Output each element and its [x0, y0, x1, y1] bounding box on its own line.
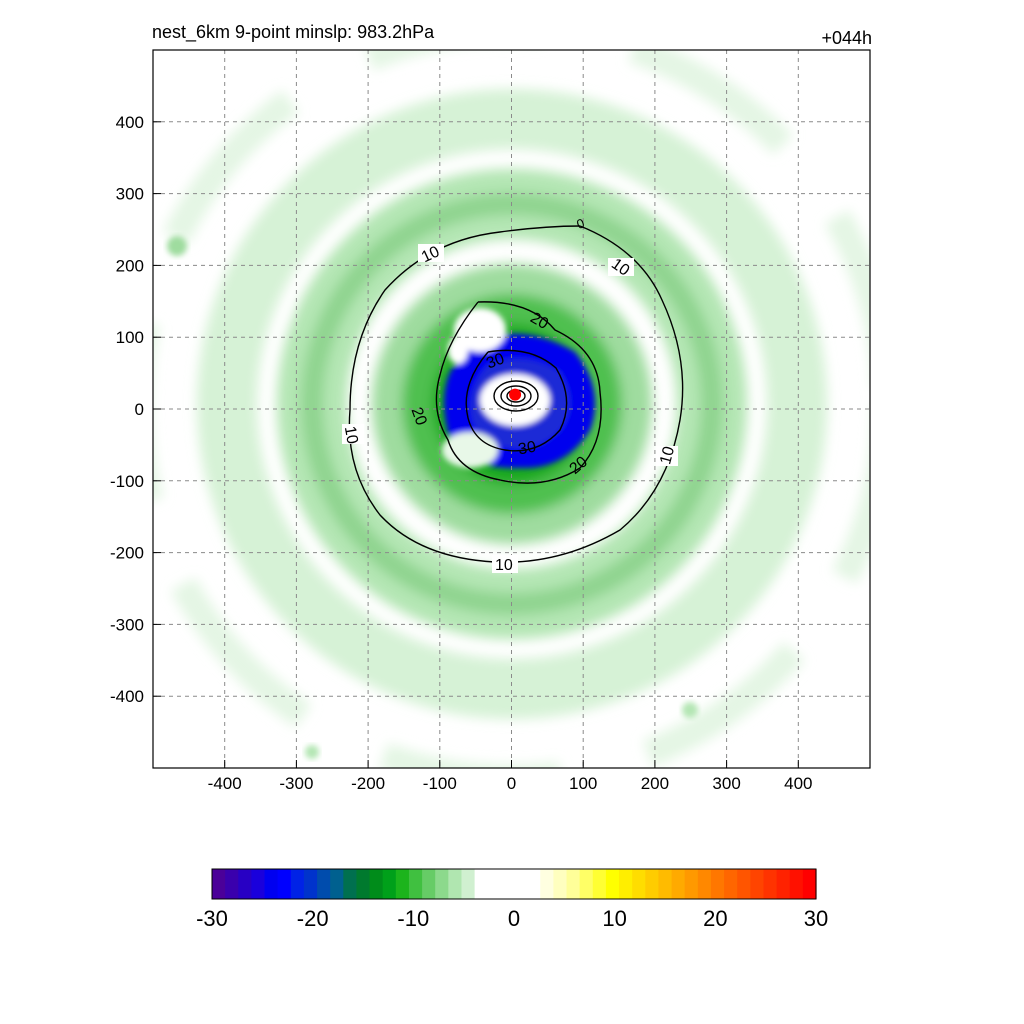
contour-line-inner-2: [500, 385, 532, 407]
colorbar-box: [225, 869, 239, 899]
x-tick-label: 200: [641, 774, 669, 793]
colorbar-box: [487, 869, 502, 899]
colorbar-boxes: [212, 869, 817, 899]
colorbar: -30 -20 -10 0 10 20 30: [196, 868, 828, 931]
colorbar-tick-label: 10: [602, 906, 626, 931]
x-tick-label: -100: [423, 774, 457, 793]
colorbar-box: [737, 869, 751, 899]
x-tick-label: 100: [569, 774, 597, 793]
colorbar-box: [290, 869, 305, 899]
colorbar-box: [789, 869, 804, 899]
colorbar-box: [408, 869, 423, 899]
colorbar-box: [369, 869, 384, 899]
colorbar-box: [802, 869, 817, 899]
contour-line-inner-1: [493, 380, 539, 412]
contour-label-10-e: 10: [495, 557, 513, 574]
x-axis: -400 -300 -200 -100 0 100 200 300 400: [208, 760, 812, 793]
colorbar-box: [303, 869, 318, 899]
colorbar-box: [710, 869, 725, 899]
y-tick-label: -200: [110, 544, 144, 563]
colorbar-box: [212, 869, 226, 899]
y-tick-label: -400: [110, 687, 144, 706]
colorbar-box: [750, 869, 765, 899]
contour-line-20: [435, 301, 602, 484]
y-tick-label: -100: [110, 472, 144, 491]
contour-label-10-c: 10: [341, 425, 361, 446]
colorbar-box: [527, 869, 541, 899]
colorbar-box: [671, 869, 686, 899]
colorbar-border: [211, 868, 817, 900]
colorbar-box: [684, 869, 699, 899]
contour-line-10: [348, 225, 684, 563]
x-tick-label: -200: [351, 774, 385, 793]
colorbar-labels: -30 -20 -10 0 10 20 30: [196, 906, 828, 931]
colorbar-tick-label: 20: [703, 906, 727, 931]
colorbar-box: [697, 869, 712, 899]
colorbar-box: [277, 869, 292, 899]
contour-label-30-a: 30: [484, 350, 507, 372]
colorbar-box: [763, 869, 778, 899]
colorbar-box: [395, 869, 410, 899]
x-tick-label: 300: [712, 774, 740, 793]
plot-area: 10 10 10 10 10 20 20 20 30 30 0 -400 -300…: [110, 49, 871, 793]
colorbar-box: [461, 869, 476, 899]
x-tick-label: 0: [507, 774, 516, 793]
colorbar-tick-label: -30: [196, 906, 228, 931]
colorbar-box: [632, 869, 646, 899]
y-tick-label: 300: [116, 185, 144, 204]
colorbar-box: [645, 869, 660, 899]
colorbar-box: [251, 869, 266, 899]
forecast-hour-label: +044h: [821, 28, 872, 48]
colorbar-box: [658, 869, 673, 899]
contour-labels: 10 10 10 10 10 20 20 20 30 30 0: [341, 215, 678, 574]
y-tick-label: 0: [135, 400, 144, 419]
colorbar-box: [474, 869, 489, 899]
colorbar-tick-label: 30: [804, 906, 828, 931]
colorbar-tick-label: -20: [297, 906, 329, 931]
y-tick-label: 100: [116, 328, 144, 347]
storm-center-marker: [509, 388, 522, 401]
colorbar-box: [382, 869, 397, 899]
colorbar-box: [553, 869, 568, 899]
contour-label-30-b: 30: [517, 439, 538, 459]
colorbar-box: [264, 869, 279, 899]
y-tick-label: 400: [116, 113, 144, 132]
contour-line-30: [465, 349, 568, 452]
colorbar-box: [514, 869, 528, 899]
colorbar-box: [317, 869, 331, 899]
chart-title: nest_6km 9-point minslp: 983.2hPa: [152, 22, 435, 42]
line-contours: [348, 225, 684, 563]
colorbar-box: [343, 869, 358, 899]
colorbar-box: [330, 869, 344, 899]
contour-label-20-b: 20: [408, 405, 430, 428]
colorbar-box: [605, 869, 620, 899]
x-tick-label: -300: [279, 774, 313, 793]
colorbar-box: [238, 869, 252, 899]
y-tick-label: -300: [110, 615, 144, 634]
colorbar-box: [500, 869, 515, 899]
colorbar-box: [592, 869, 607, 899]
colorbar-box: [619, 869, 633, 899]
contour-label-10-d: 10: [657, 445, 678, 467]
x-tick-label: -400: [208, 774, 242, 793]
x-tick-label: 400: [784, 774, 812, 793]
colorbar-box: [422, 869, 436, 899]
colorbar-tick-label: -10: [397, 906, 429, 931]
colorbar-box: [566, 869, 581, 899]
y-axis: 400 300 200 100 0 -100 -200 -300 -400: [110, 113, 161, 706]
colorbar-box: [356, 869, 371, 899]
contour-label-0: 0: [575, 215, 587, 232]
y-tick-label: 200: [116, 256, 144, 275]
contour-label-10-a: 10: [419, 243, 442, 266]
colorbar-box: [579, 869, 594, 899]
colorbar-box: [540, 869, 554, 899]
colorbar-box: [448, 869, 463, 899]
contour-label-20-a: 20: [527, 309, 551, 333]
colorbar-tick-label: 0: [508, 906, 520, 931]
colorbar-box: [724, 869, 738, 899]
colorbar-box: [435, 869, 449, 899]
colorbar-box: [776, 869, 791, 899]
